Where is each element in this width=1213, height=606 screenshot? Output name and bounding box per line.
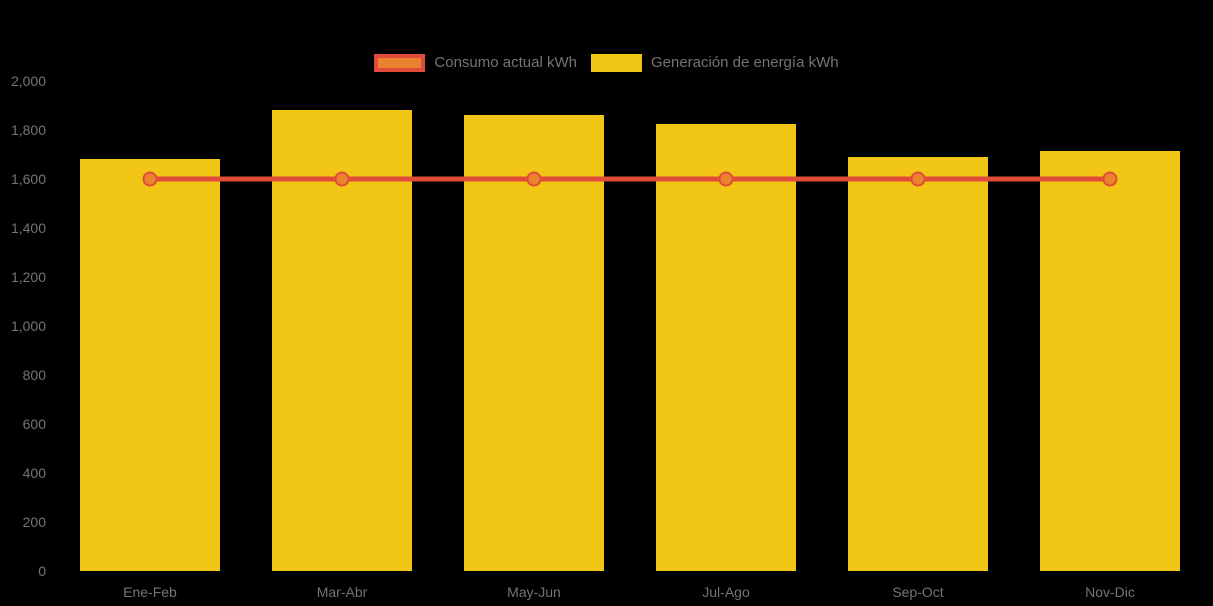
- bar-generacion-ene-feb: [80, 159, 220, 571]
- y-tick-label: 1,600: [10, 171, 46, 187]
- y-tick-label: 0: [38, 563, 46, 579]
- y-tick-label: 200: [22, 514, 46, 530]
- consumo-line-point: [1102, 171, 1118, 187]
- bar-generacion-mar-abr: [272, 110, 412, 571]
- consumo-line-point: [142, 171, 158, 187]
- y-tick-label: 1,200: [10, 269, 46, 285]
- bar-generacion-nov-dic: [1040, 150, 1180, 571]
- legend-swatch-generacion-icon: [590, 54, 642, 72]
- bar-generacion-sep-oct: [848, 156, 988, 571]
- legend-item-generacion: Generación de energía kWh: [590, 54, 839, 72]
- y-tick-label: 1,000: [10, 318, 46, 334]
- legend-swatch-consumo-icon: [374, 54, 426, 72]
- y-tick-label: 1,400: [10, 220, 46, 236]
- y-tick-label: 400: [22, 465, 46, 481]
- y-tick-label: 2,000: [10, 73, 46, 89]
- y-tick-label: 1,800: [10, 122, 46, 138]
- bar-generacion-jul-ago: [656, 123, 796, 571]
- y-tick-label: 800: [22, 367, 46, 383]
- chart-legend: Consumo actual kWh Generación de energía…: [0, 52, 1213, 74]
- consumo-line-point: [334, 171, 350, 187]
- consumo-line-point: [718, 171, 734, 187]
- legend-label-generacion: Generación de energía kWh: [650, 54, 839, 71]
- legend-label-consumo: Consumo actual kWh: [434, 54, 577, 71]
- legend-item-consumo: Consumo actual kWh: [374, 54, 577, 72]
- consumo-line-point: [526, 171, 542, 187]
- y-tick-label: 600: [22, 416, 46, 432]
- consumo-line-point: [910, 171, 926, 187]
- bar-generacion-may-jun: [464, 115, 604, 571]
- y-axis: 0 200 400 600 800 1,000 1,200 1,400 1,600 1,800 2,…: [0, 0, 46, 606]
